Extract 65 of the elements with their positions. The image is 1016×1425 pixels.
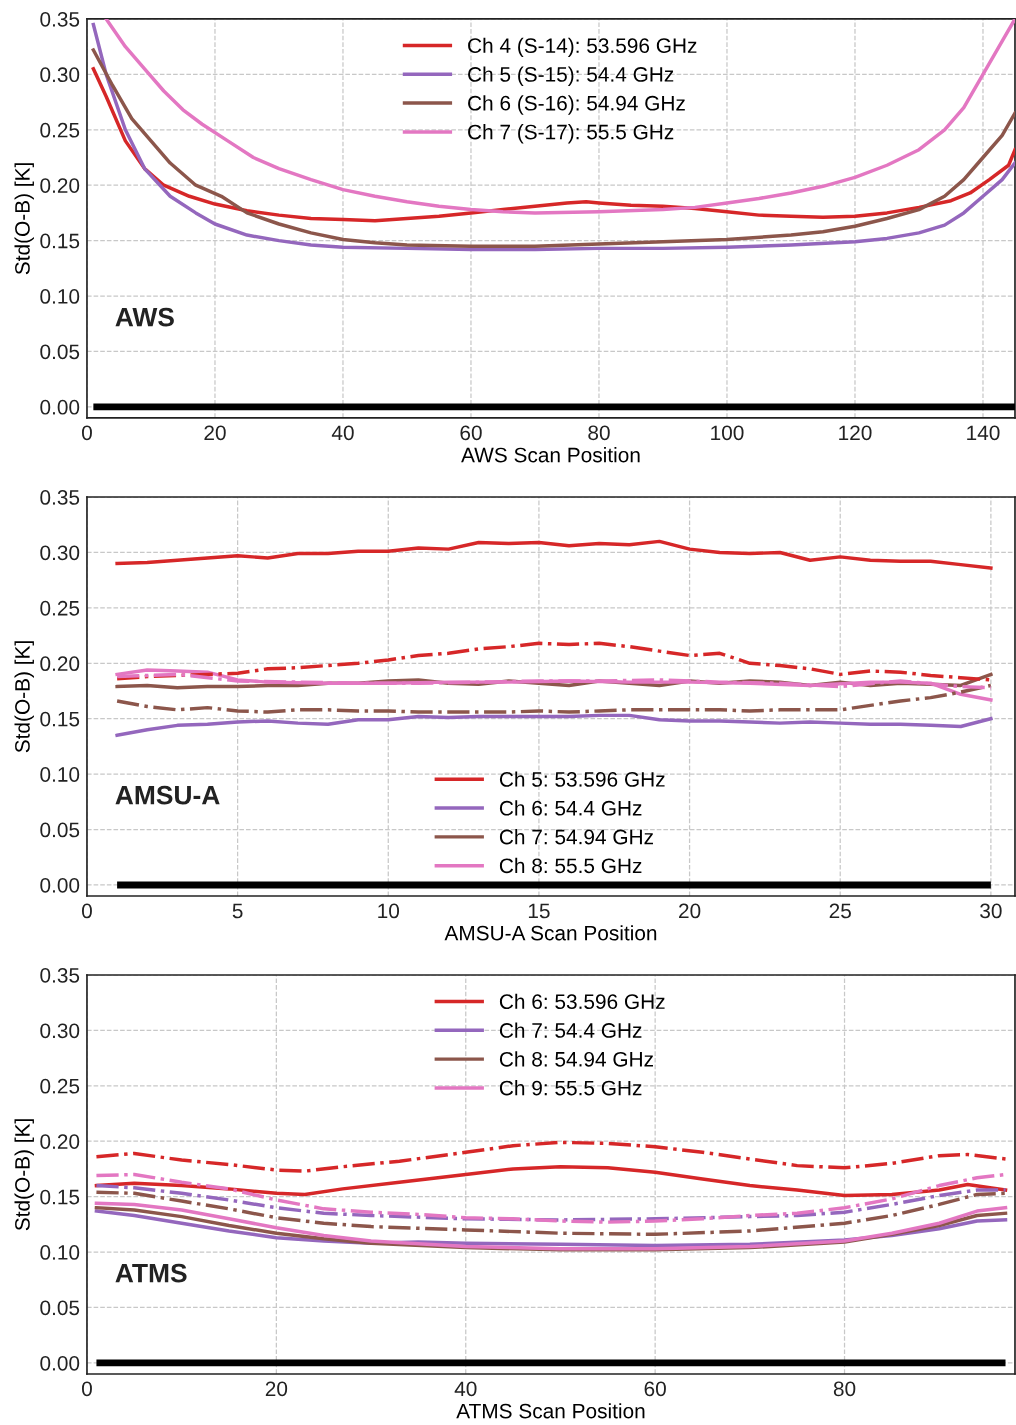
y-tick-label: 0.25 [40, 122, 80, 138]
x-tick-label: 25 [829, 903, 851, 919]
legend-label: Ch 6: 53.596 GHz [499, 993, 665, 1010]
y-tick-label: 0.15 [40, 711, 80, 727]
x-tick-label: 20 [204, 425, 226, 441]
legend-label: Ch 9: 55.5 GHz [499, 1080, 642, 1096]
y-tick-label: 0.30 [40, 67, 80, 83]
legend-label: Ch 5: 53.596 GHz [499, 771, 665, 787]
x-tick-label: 80 [833, 1381, 856, 1397]
x-tick-label: 60 [460, 425, 482, 441]
legend-label: Ch 7: 54.4 GHz [499, 1022, 642, 1038]
legend-label: Ch 6: 54.4 GHz [499, 800, 642, 816]
x-tick-label: 60 [644, 1381, 666, 1397]
y-axis-title: Std(O-B) [K] [14, 641, 34, 753]
x-tick-label: 20 [265, 1381, 288, 1397]
x-tick-label: 40 [331, 425, 354, 441]
y-tick-label: 0.15 [40, 1189, 80, 1205]
y-tick-label: 0.30 [40, 545, 80, 561]
y-tick-label: 0.05 [40, 344, 80, 360]
x-axis-title: AWS Scan Position [461, 447, 640, 463]
y-tick-label: 0.35 [40, 490, 80, 505]
x-tick-label: 10 [378, 903, 400, 919]
x-tick-label: 100 [711, 425, 744, 441]
y-tick-label: 0.20 [40, 178, 80, 193]
y-tick-label: 0.00 [40, 1355, 80, 1371]
x-tick-label: 0 [81, 1381, 92, 1397]
x-axis-title: AMSU-A Scan Position [444, 925, 657, 941]
y-tick-label: 0.00 [40, 399, 80, 415]
x-tick-label: 80 [588, 425, 610, 441]
x-tick-label: 40 [454, 1381, 477, 1397]
legend-label: Ch 8: 55.5 GHz [499, 857, 642, 874]
y-axis-title: Std(O-B) [K] [14, 1119, 34, 1231]
annotation: AWS [115, 307, 174, 327]
y-tick-label: 0.10 [40, 289, 80, 304]
y-axis-title: Std(O-B) [K] [14, 163, 34, 275]
legend-label: Ch 6 (S-16): 54.94 GHz [468, 95, 685, 115]
x-tick-label: 0 [81, 425, 92, 441]
x-tick-label: 15 [528, 903, 550, 919]
x-tick-label: 5 [232, 903, 243, 919]
y-tick-label: 0.00 [40, 877, 80, 893]
annotation: AMSU-A [115, 785, 220, 805]
y-tick-label: 0.20 [40, 1134, 80, 1149]
x-tick-label: 140 [967, 425, 1000, 441]
legend-label: Ch 7 (S-17): 55.5 GHz [468, 124, 674, 144]
x-axis-title: ATMS Scan Position [456, 1403, 645, 1419]
y-tick-label: 0.25 [40, 1078, 80, 1094]
x-tick-label: 120 [839, 425, 872, 441]
y-tick-label: 0.10 [40, 1245, 80, 1260]
y-tick-label: 0.15 [40, 233, 80, 249]
y-tick-label: 0.10 [40, 767, 80, 782]
y-tick-label: 0.25 [40, 600, 80, 616]
x-tick-label: 0 [81, 903, 92, 919]
y-tick-label: 0.35 [40, 11, 80, 27]
x-tick-label: 20 [679, 903, 701, 919]
legend-label: Ch 5 (S-15): 54.4 GHz [468, 66, 674, 86]
y-tick-label: 0.20 [40, 656, 80, 672]
legend-label: Ch 4 (S-14): 53.596 GHz [468, 37, 697, 58]
y-tick-label: 0.35 [40, 967, 80, 983]
x-tick-label: 30 [980, 903, 1002, 919]
legend-label: Ch 7: 54.94 GHz [499, 829, 653, 845]
y-tick-label: 0.30 [40, 1023, 80, 1039]
y-tick-label: 0.05 [40, 822, 80, 838]
y-tick-label: 0.05 [40, 1300, 80, 1316]
annotation: ATMS [115, 1263, 187, 1283]
legend-label: Ch 8: 54.94 GHz [499, 1051, 653, 1067]
